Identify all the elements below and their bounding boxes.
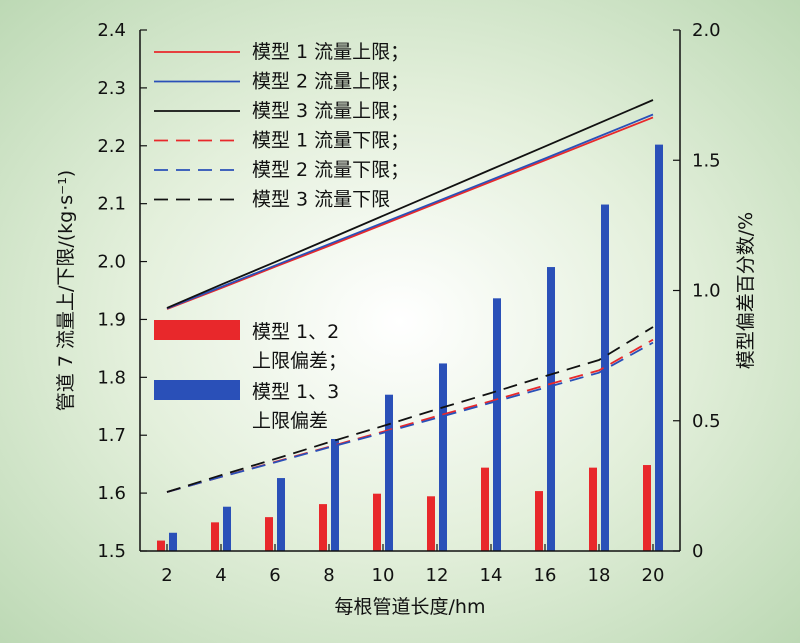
- bar-series2-x4: [223, 506, 231, 551]
- bar-series1-x18: [589, 467, 597, 551]
- legend-label-bar-2-line-2: 上限偏差: [252, 410, 328, 432]
- bar-series1-x20: [643, 465, 651, 551]
- legend-label-bar-1-line-2: 上限偏差；: [252, 350, 347, 372]
- legend-label-line-4: 模型 1 流量下限；: [252, 130, 409, 152]
- bar-series1-x12: [427, 496, 435, 551]
- bar-series2-x14: [493, 298, 501, 551]
- y-right-tick-label: 2.0: [692, 20, 721, 41]
- bar-series2-x16: [547, 267, 555, 551]
- legend-label-line-1: 模型 1 流量上限；: [252, 41, 409, 63]
- y-left-tick-label: 2.2: [97, 136, 126, 157]
- y-right-axis-title: 模型偏差百分数/%: [735, 212, 757, 369]
- bar-series2-x12: [439, 363, 447, 551]
- x-tick-label: 2: [161, 565, 172, 586]
- bar-series1-x8: [319, 504, 327, 551]
- y-left-tick-label: 1.5: [97, 541, 126, 562]
- line-series-6: [166, 326, 654, 493]
- bar-series1-x4: [211, 522, 219, 551]
- bar-series2-x6: [277, 478, 285, 551]
- y-left-tick-label: 2.3: [97, 78, 126, 99]
- y-left-tick-label: 1.7: [97, 425, 126, 446]
- line-series-2: [166, 113, 654, 310]
- line-series-4: [166, 338, 654, 493]
- legend-label-line-6: 模型 3 流量下限: [252, 189, 390, 211]
- bar-series1-x16: [535, 491, 543, 551]
- bar-series2-x8: [331, 438, 339, 551]
- legend-swatch-bar-2: [154, 380, 240, 400]
- y-left-tick-label: 1.6: [97, 483, 126, 504]
- y-right-tick-label: 0: [692, 541, 703, 562]
- bar-series2-x10: [385, 394, 393, 551]
- bar-series1-x2: [157, 540, 165, 551]
- x-tick-label: 18: [588, 565, 611, 586]
- y-right-tick-label: 1.5: [692, 150, 721, 171]
- bar-series1-x14: [481, 467, 489, 551]
- x-tick-label: 12: [426, 565, 449, 586]
- y-left-tick-label: 2.1: [97, 194, 126, 215]
- y-left-tick-label: 1.9: [97, 309, 126, 330]
- x-tick-label: 4: [215, 565, 226, 586]
- y-left-axis-title: 管道 7 流量上/下限/(kg·s⁻¹): [55, 170, 77, 411]
- bar-series1-x6: [265, 517, 273, 551]
- bar-series2-x20: [655, 144, 663, 551]
- x-tick-label: 16: [534, 565, 557, 586]
- x-tick-label: 20: [642, 565, 665, 586]
- bar-series1-x10: [373, 493, 381, 551]
- x-tick-label: 8: [323, 565, 334, 586]
- legend-label-line-5: 模型 2 流量下限；: [252, 159, 409, 181]
- x-tick-label: 6: [269, 565, 280, 586]
- legend-label-bar-1-line-1: 模型 1、2: [252, 321, 339, 343]
- y-left-tick-label: 1.8: [97, 367, 126, 388]
- legend-label-line-2: 模型 2 流量上限；: [252, 71, 409, 93]
- legend-label-line-3: 模型 3 流量上限；: [252, 100, 409, 122]
- line-series-3: [166, 99, 654, 309]
- y-left-tick-label: 2.4: [97, 20, 126, 41]
- x-axis-title: 每根管道长度/hm: [335, 596, 486, 618]
- x-tick-label: 10: [372, 565, 395, 586]
- y-right-tick-label: 0.5: [692, 411, 721, 432]
- legend-swatch-bar-1: [154, 320, 240, 340]
- bar-series2-x2: [169, 532, 177, 551]
- y-left-tick-label: 2.0: [97, 252, 126, 273]
- line-series-5: [166, 341, 654, 493]
- bar-series2-x18: [601, 204, 609, 551]
- x-tick-label: 14: [480, 565, 503, 586]
- y-right-tick-label: 1.0: [692, 281, 721, 302]
- legend-label-bar-2-line-1: 模型 1、3: [252, 381, 339, 403]
- line-series-1: [166, 116, 654, 310]
